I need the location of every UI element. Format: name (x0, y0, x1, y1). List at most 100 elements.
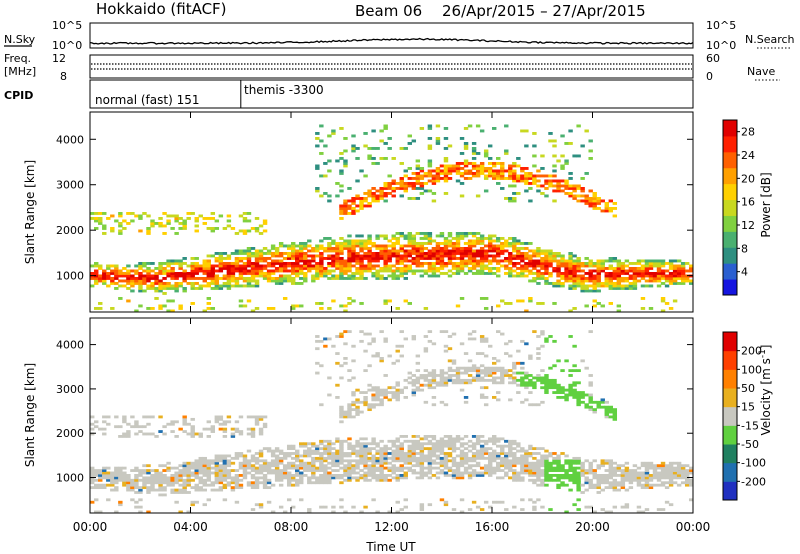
heatmap-cell (431, 264, 437, 268)
heatmap-cell (616, 279, 622, 283)
heatmap-cell (142, 483, 147, 487)
heatmap-cell (592, 284, 597, 288)
heatmap-cell (331, 129, 336, 133)
heatmap-cell (250, 486, 256, 490)
heatmap-cell (672, 267, 678, 270)
heatmap-cell (190, 272, 195, 275)
heatmap-cell (291, 262, 296, 265)
heatmap-cell (138, 217, 143, 220)
heatmap-cell (315, 264, 320, 268)
heatmap-cell (299, 282, 304, 285)
heatmap-cell (106, 474, 111, 477)
heatmap-cell (540, 252, 545, 255)
heatmap-cell (475, 152, 481, 155)
heatmap-cell (118, 229, 123, 233)
heatmap-cell (560, 277, 565, 280)
heatmap-cell (532, 500, 537, 504)
heatmap-cell (158, 430, 163, 433)
heatmap-cell (680, 267, 686, 270)
heatmap-cell (387, 259, 392, 263)
heatmap-cell (556, 182, 561, 185)
heatmap-cell (508, 447, 513, 451)
heatmap-cell (295, 478, 300, 482)
heatmap-cell (190, 435, 195, 438)
heatmap-cell (347, 264, 352, 268)
heatmap-cell (254, 486, 260, 490)
heatmap-cell (588, 405, 593, 409)
heatmap-cell (483, 386, 489, 390)
heatmap-cell (443, 239, 449, 243)
heatmap-cell (459, 498, 465, 502)
heatmap-cell (206, 302, 211, 305)
heatmap-cell (419, 177, 425, 180)
heatmap-cell (226, 284, 232, 288)
heatmap-cell (166, 259, 171, 263)
heatmap-cell (150, 269, 155, 273)
heatmap-cell (130, 277, 135, 280)
heatmap-cell (459, 257, 465, 260)
heatmap-cell (492, 272, 497, 275)
heatmap-cell (487, 456, 493, 460)
heatmap-cell (250, 269, 256, 273)
heatmap-cell (258, 427, 264, 431)
heatmap-cell (560, 466, 565, 470)
heatmap-cell (411, 244, 417, 248)
heatmap-cell (238, 274, 244, 278)
heatmap-cell (234, 420, 240, 424)
heatmap-cell (367, 237, 372, 240)
heatmap-cell (556, 187, 561, 190)
heatmap-cell (564, 459, 569, 463)
heatmap-cell (588, 149, 593, 153)
heatmap-cell (524, 189, 529, 193)
heatmap-cell (479, 264, 485, 268)
heatmap-cell (331, 247, 336, 250)
heatmap-cell (532, 272, 537, 275)
heatmap-cell (532, 386, 537, 390)
heatmap-cell (411, 435, 417, 438)
heatmap-cell (455, 304, 461, 308)
heatmap-cell (451, 374, 457, 377)
heatmap-cell (439, 376, 445, 380)
heatmap-cell (230, 262, 236, 265)
heatmap-cell (162, 212, 167, 215)
heatmap-cell (560, 386, 565, 390)
heatmap-cell (580, 189, 585, 193)
heatmap-cell (439, 383, 445, 387)
heatmap-cell (403, 337, 408, 341)
heatmap-cell (512, 184, 517, 188)
heatmap-cell (351, 197, 356, 200)
heatmap-cell (363, 464, 368, 468)
heatmap-cell (483, 254, 489, 258)
heatmap-cell (455, 369, 461, 373)
heatmap-cell (214, 478, 220, 482)
heatmap-cell (644, 486, 650, 490)
heatmap-cell (411, 337, 417, 341)
heatmap-cell (467, 474, 473, 477)
heatmap-cell (174, 259, 179, 263)
heatmap-cell (371, 264, 376, 268)
heatmap-cell (439, 378, 445, 382)
heatmap-cell (335, 464, 340, 468)
heatmap-cell (315, 164, 320, 168)
heatmap-cell (427, 386, 433, 390)
heatmap-cell (150, 478, 155, 482)
heatmap-cell (311, 476, 316, 480)
heatmap-cell (234, 476, 240, 480)
heatmap-cell (548, 139, 553, 143)
heatmap-cell (202, 456, 207, 460)
heatmap-cell (532, 383, 537, 387)
heatmap-cell (435, 259, 441, 263)
heatmap-cell (532, 179, 537, 183)
heatmap-cell (319, 464, 324, 468)
heatmap-cell (291, 304, 296, 308)
heatmap-cell (202, 461, 207, 465)
heatmap-cell (532, 452, 537, 455)
heatmap-cell (648, 476, 654, 480)
heatmap-cell (560, 184, 565, 188)
heatmap-cell (512, 478, 517, 482)
heatmap-cell (210, 466, 216, 470)
heatmap-cell (371, 339, 376, 343)
heatmap-cell (90, 486, 95, 490)
heatmap-cell (604, 272, 609, 275)
heatmap-cell (584, 172, 589, 175)
